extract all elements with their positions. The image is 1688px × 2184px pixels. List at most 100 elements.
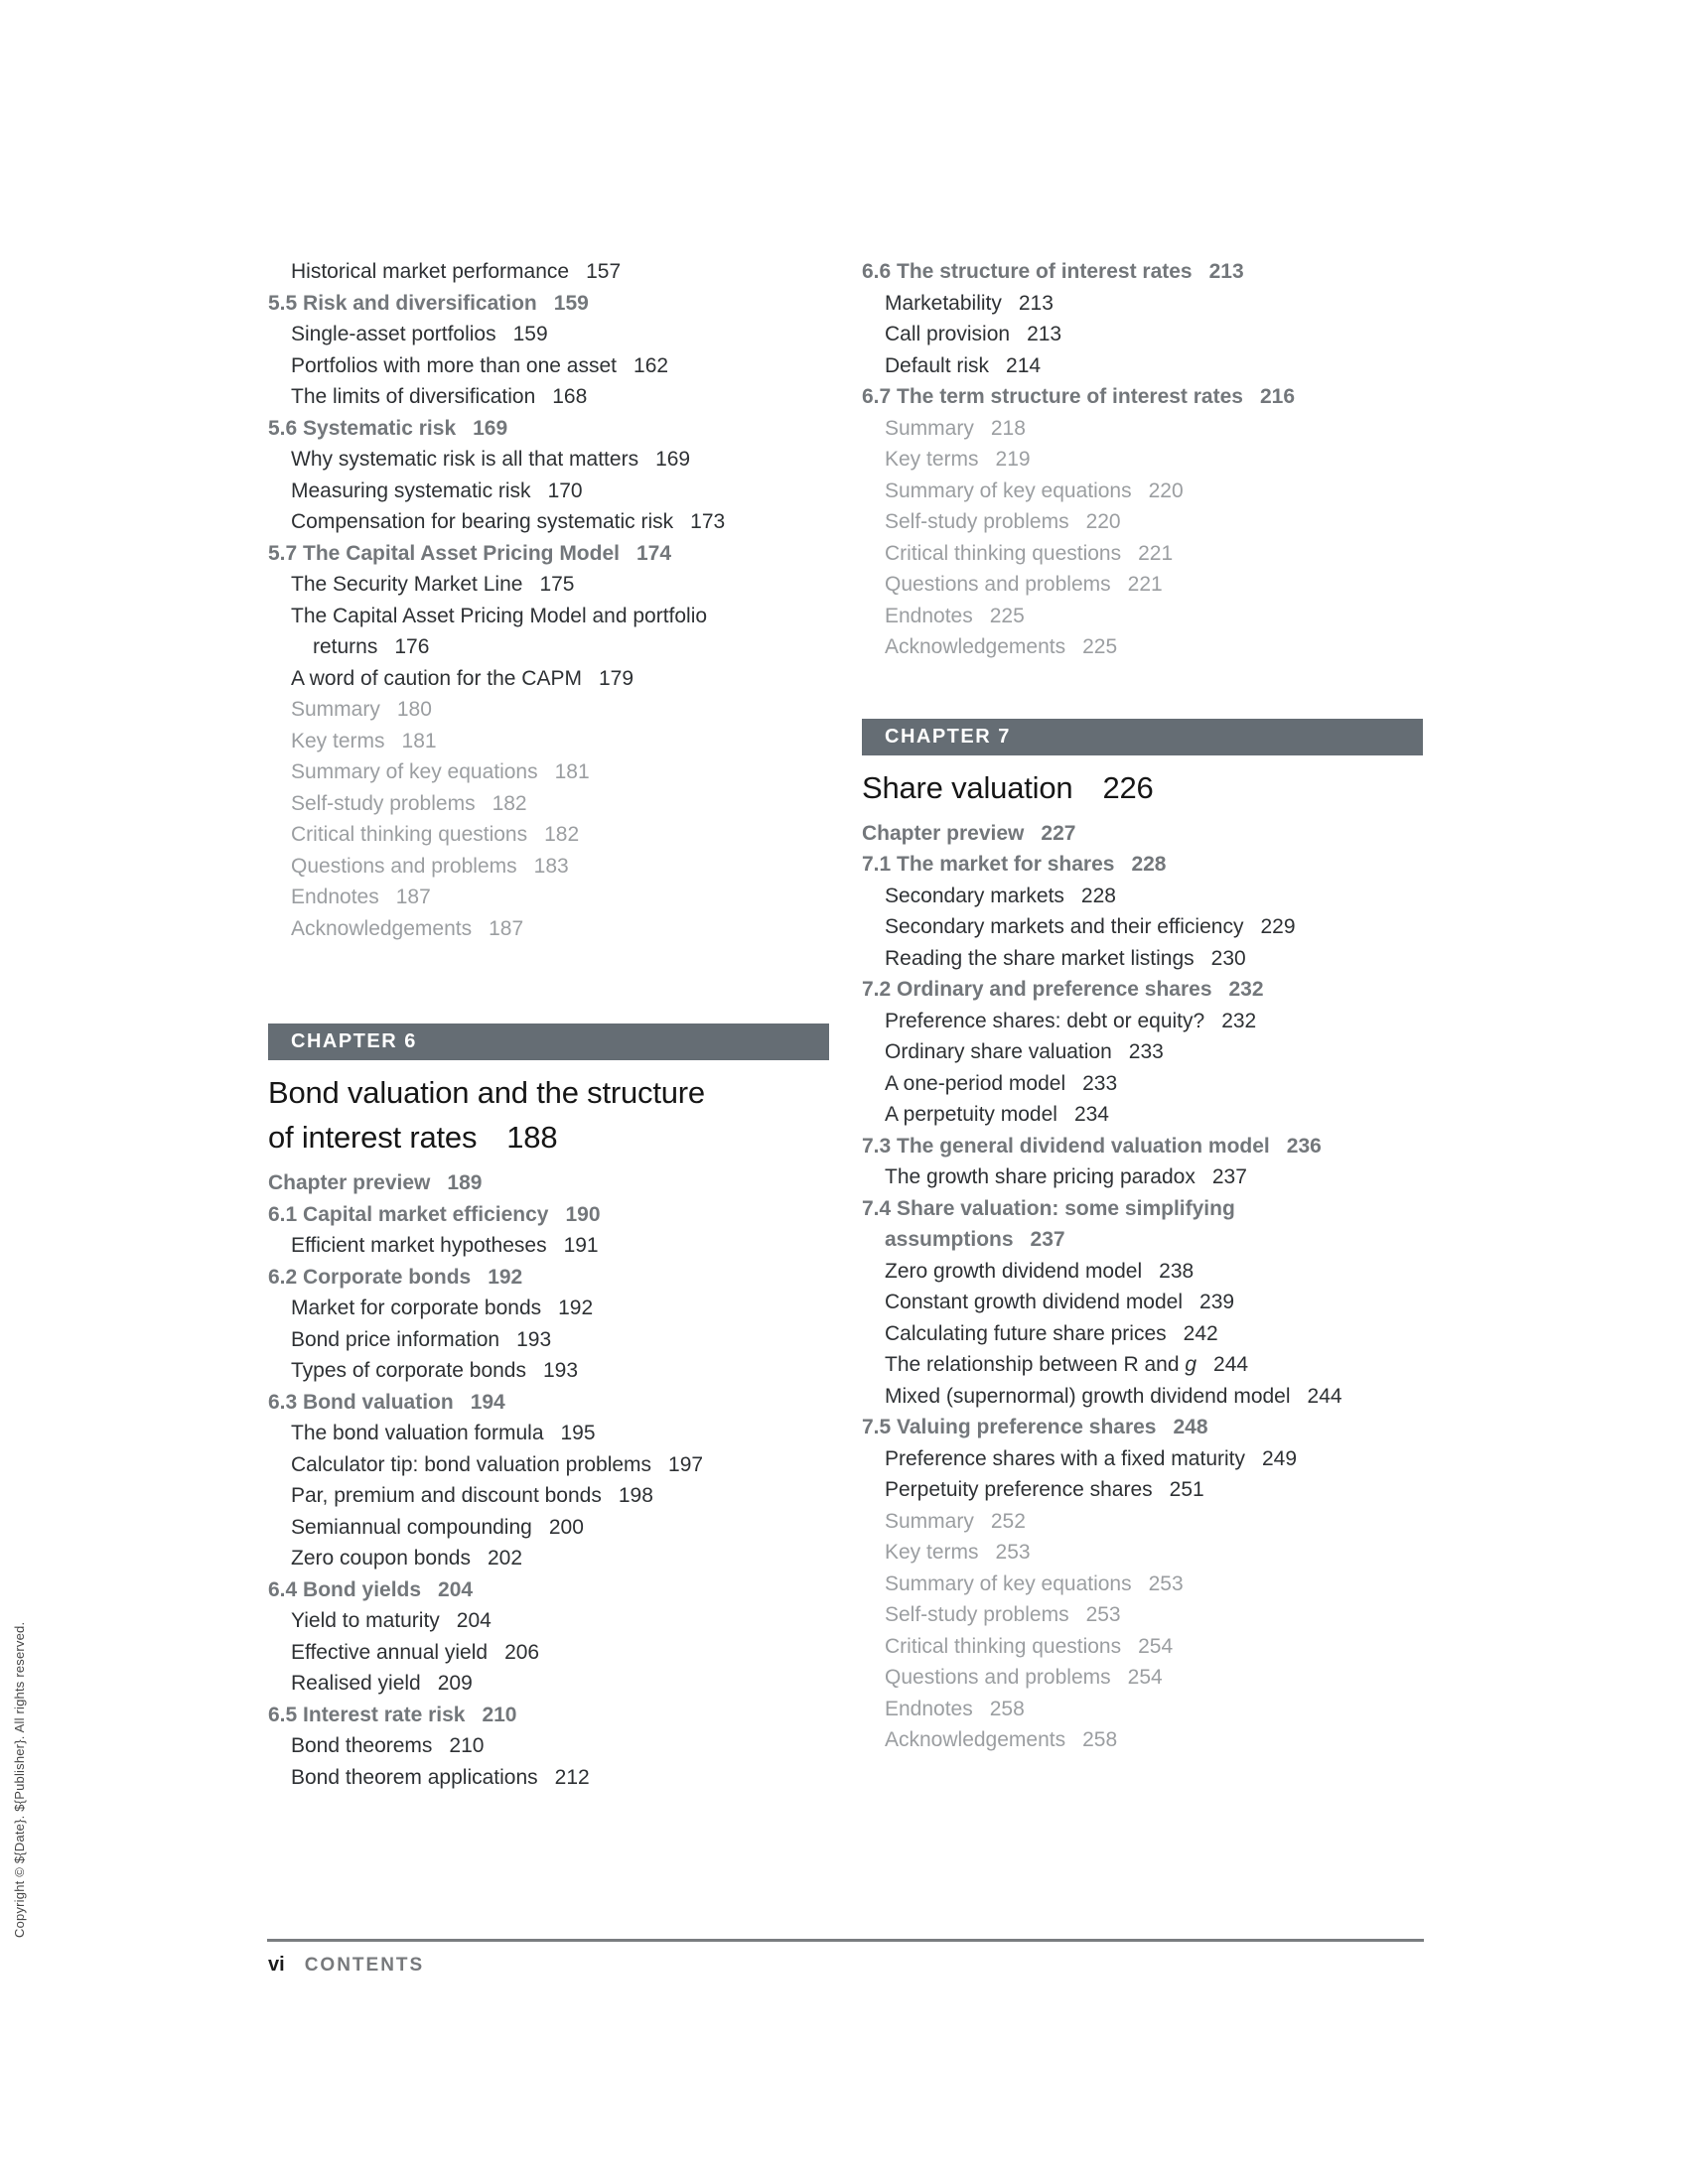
toc-entry-sub: Market for corporate bonds 192 <box>268 1293 829 1324</box>
toc-entry-end: Summary of key equations 181 <box>268 756 829 788</box>
toc-entry-sub: Default risk 214 <box>862 350 1423 382</box>
toc-entry-line: Types of corporate bonds 193 <box>291 1359 579 1382</box>
toc-entry-line: Preference shares with a fixed maturity 2… <box>885 1446 1298 1470</box>
page-number: 225 <box>989 604 1025 627</box>
toc-entry-sub: Why systematic risk is all that matters 1… <box>268 444 829 476</box>
toc-entry-line: Measuring systematic risk 170 <box>291 478 583 502</box>
toc-entry-line: Why systematic risk is all that matters 1… <box>291 448 691 471</box>
toc-entry-section: Chapter preview 227 <box>862 818 1423 850</box>
page-number: 204 <box>438 1577 474 1601</box>
toc-entry-sub: Portfolios with more than one asset 162 <box>268 350 829 382</box>
page-number: 212 <box>554 1765 590 1789</box>
toc-entry-line: 7.2 Ordinary and preference shares 232 <box>862 978 1264 1001</box>
page-number: 244 <box>1307 1384 1342 1408</box>
toc-entry-line: The relationship between R and g 244 <box>885 1353 1249 1376</box>
toc-entry-line: Call provision 213 <box>885 323 1062 345</box>
page-number: 249 <box>1262 1446 1298 1470</box>
page-number-folio: vi <box>268 1954 285 1976</box>
toc-entry-sub: Zero coupon bonds 202 <box>268 1543 829 1574</box>
toc-entry-line: Market for corporate bonds 192 <box>291 1297 594 1319</box>
toc-entry-line: 7.3 The general dividend valuation model… <box>862 1134 1322 1158</box>
chapter-title-line: Share valuation 226 <box>862 769 1154 805</box>
toc-entry-line: 7.4 Share valuation: some simplifying <box>862 1196 1235 1220</box>
toc-entry-line: Calculating future share prices 242 <box>885 1321 1218 1345</box>
toc-entry-end: Summary 218 <box>862 413 1423 445</box>
page-number: 244 <box>1213 1353 1249 1376</box>
toc-entry-line: Secondary markets and their efficiency 22… <box>885 915 1296 938</box>
toc-entry-sub: Bond price information 193 <box>268 1324 829 1356</box>
toc-entry-line: Realised yield 209 <box>291 1672 473 1695</box>
toc-entry-sub: The bond valuation formula 195 <box>268 1418 829 1449</box>
page-number: 159 <box>512 323 548 345</box>
page-number: 221 <box>1127 573 1163 596</box>
toc-entry-sub: Yield to maturity 204 <box>268 1605 829 1637</box>
toc-entry-end: Self-study problems 220 <box>862 506 1423 538</box>
toc-entry-section: 6.2 Corporate bonds 192 <box>268 1262 829 1294</box>
toc-entry-end: Critical thinking questions 182 <box>268 819 829 851</box>
page-number: 202 <box>487 1547 523 1570</box>
toc-entry-line: 6.6 The structure of interest rates 213 <box>862 260 1244 283</box>
toc-entry-line: Endnotes 225 <box>885 604 1025 627</box>
page-number: 219 <box>995 448 1031 471</box>
toc-column-left: Historical market performance 157 5.5 Risk… <box>268 256 829 1793</box>
toc-entry-line: 7.5 Valuing preference shares 248 <box>862 1416 1208 1438</box>
toc-entry-line: Self-study problems 220 <box>885 510 1121 533</box>
toc-entry-line: 6.3 Bond valuation 194 <box>268 1390 505 1414</box>
page-number: 176 <box>394 635 430 658</box>
page-number: 180 <box>396 698 432 721</box>
page-number: 226 <box>1102 769 1154 805</box>
page-number: 232 <box>1228 978 1264 1001</box>
page-number: 191 <box>563 1234 599 1257</box>
toc-entry-line: 6.1 Capital market efficiency 190 <box>268 1202 601 1226</box>
toc-entry-line: Acknowledgements 225 <box>885 635 1118 658</box>
toc-entry-sub: Single-asset portfolios 159 <box>268 319 829 350</box>
toc-entry-sub: Bond theorems 210 <box>268 1730 829 1762</box>
toc-entry-line: Bond theorems 210 <box>291 1734 485 1757</box>
toc-entry-sub: Effective annual yield 206 <box>268 1637 829 1669</box>
toc-entry-line: The Capital Asset Pricing Model and port… <box>291 604 708 627</box>
toc-entry-line: 6.7 The term structure of interest rates… <box>862 385 1296 408</box>
toc-entry-sub: Preference shares with a fixed maturity 2… <box>862 1443 1423 1475</box>
footer-contents-label: CONTENTS <box>304 1955 425 1976</box>
toc-entry-line: Default risk 214 <box>885 353 1042 377</box>
toc-entry-end: Self-study problems 182 <box>268 788 829 820</box>
page-number: 209 <box>437 1672 473 1695</box>
page-number: 175 <box>539 573 575 596</box>
toc-entry-line: Par, premium and discount bonds 198 <box>291 1484 653 1507</box>
chapter-number-bar: CHAPTER 6 <box>268 1024 829 1060</box>
toc-entry-line: Compensation for bearing systematic risk… <box>291 510 726 533</box>
toc-entry-line: Single-asset portfolios 159 <box>291 323 548 345</box>
page-number: 233 <box>1082 1071 1118 1095</box>
toc-entry-sub: Par, premium and discount bonds 198 <box>268 1480 829 1512</box>
toc-entry-line: Critical thinking questions 221 <box>885 541 1174 565</box>
toc-entry-sub: Preference shares: debt or equity? 232 <box>862 1006 1423 1037</box>
toc-entry-line: Key terms 219 <box>885 448 1031 471</box>
toc-entry-sub: Types of corporate bonds 193 <box>268 1355 829 1387</box>
toc-entry-sub: Realised yield 209 <box>268 1668 829 1700</box>
chapter-title-line: Bond valuation and the structure <box>268 1075 705 1110</box>
page-number: 181 <box>401 729 437 752</box>
page-number: 179 <box>598 666 634 690</box>
copyright-sidebar-text: Copyright © ${Date}. ${Publisher}. All r… <box>12 1621 27 1938</box>
toc-entry-line: 7.1 The market for shares 228 <box>862 853 1167 876</box>
toc-entry-line: Questions and problems 183 <box>291 854 569 878</box>
toc-entry-line: Bond price information 193 <box>291 1327 552 1351</box>
toc-entry-sub: Constant growth dividend model 239 <box>862 1287 1423 1318</box>
toc-entry-sub: A one-period model 233 <box>862 1068 1423 1100</box>
page-number: 258 <box>1082 1728 1118 1751</box>
page-number: 239 <box>1199 1291 1235 1313</box>
toc-entry-end: Questions and problems 183 <box>268 851 829 883</box>
toc-entry-end: Endnotes 258 <box>862 1694 1423 1725</box>
toc-entry-line: returns 176 <box>313 635 430 658</box>
page-number: 230 <box>1210 946 1246 970</box>
toc-entry-line: Calculator tip: bond valuation problems 1… <box>291 1452 704 1476</box>
page-number: 248 <box>1173 1416 1208 1438</box>
toc-entry-line: Key terms 181 <box>291 729 437 752</box>
page-number: 216 <box>1259 385 1296 408</box>
toc-entry-line: 6.2 Corporate bonds 192 <box>268 1265 523 1289</box>
page-number: 181 <box>554 760 590 783</box>
page-number: 251 <box>1169 1478 1204 1501</box>
toc-entry-line: The limits of diversification 168 <box>291 385 588 408</box>
page-number: 187 <box>395 886 431 908</box>
page-number: 228 <box>1131 853 1167 876</box>
